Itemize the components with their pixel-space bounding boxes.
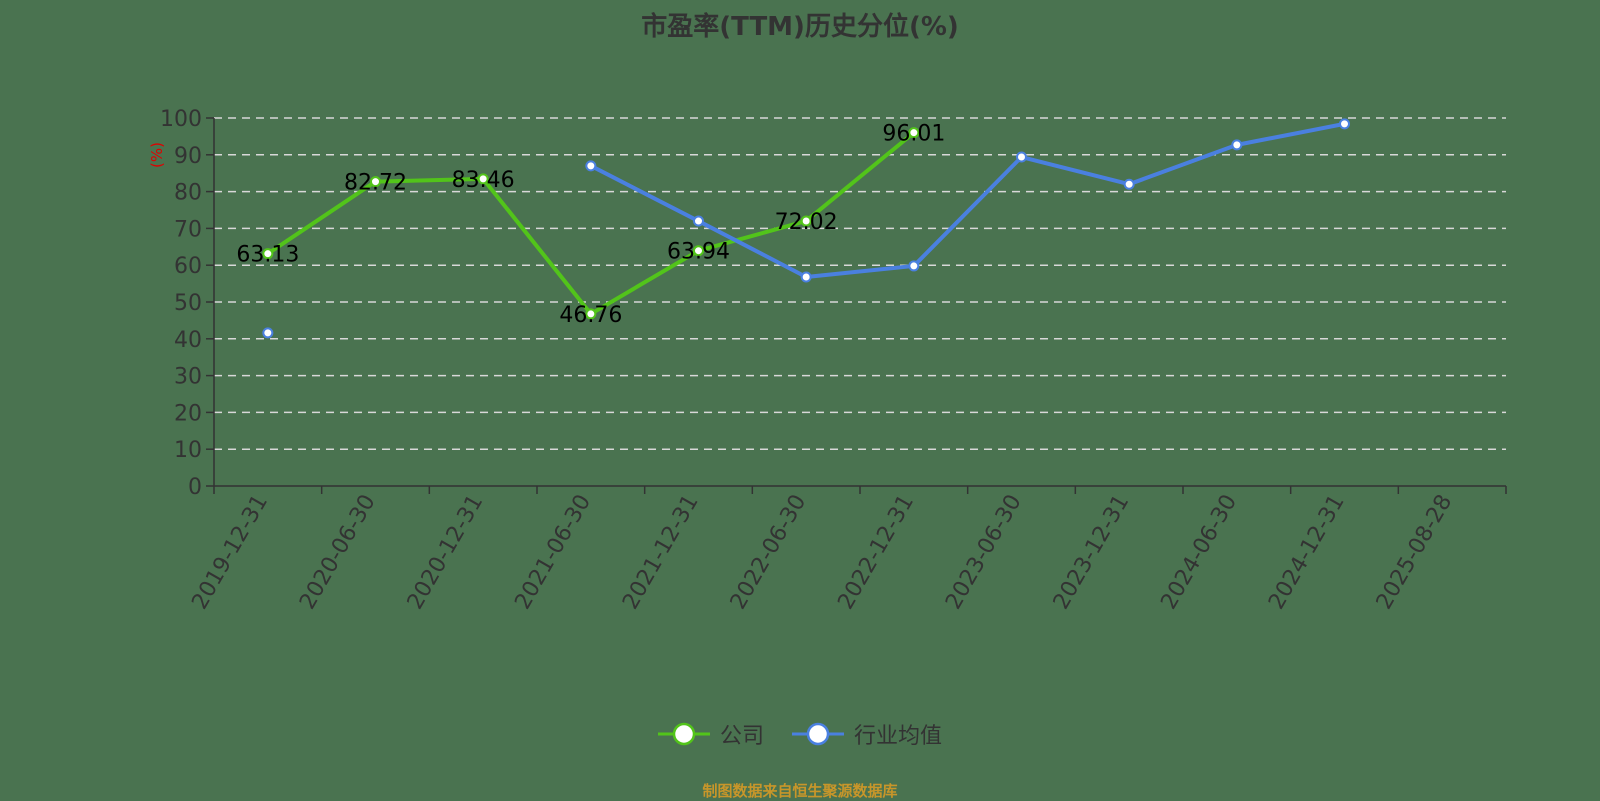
data-point[interactable] xyxy=(1231,139,1243,151)
x-tick-label: 2025-08-28 xyxy=(1372,491,1458,614)
y-tick-label: 50 xyxy=(174,291,202,316)
source-note: 制图数据来自恒生聚源数据库 xyxy=(702,782,898,800)
x-tick-label: 2019-12-31 xyxy=(187,491,273,614)
data-point[interactable] xyxy=(1123,178,1135,190)
y-tick-label: 70 xyxy=(174,217,202,242)
y-tick-label: 10 xyxy=(174,438,202,463)
data-label: 96.01 xyxy=(882,122,945,147)
y-tick-label: 80 xyxy=(174,181,202,206)
line-chart: 0 10 20 30 40 50 60 70 80 90 100 2019-12-31 2020-06-… xyxy=(148,107,1507,614)
x-tick-label: 2024-12-31 xyxy=(1264,491,1350,614)
series: 63.13 82.72 83.46 46.76 63.94 72.02 96.01 xyxy=(236,118,1350,339)
data-point[interactable] xyxy=(693,245,704,257)
y-tick-label: 90 xyxy=(174,144,202,169)
data-point[interactable] xyxy=(370,176,381,188)
data-point[interactable] xyxy=(800,215,812,227)
data-point[interactable] xyxy=(693,215,704,227)
x-tick-label: 2020-06-30 xyxy=(295,491,381,614)
data-label: 82.72 xyxy=(344,171,407,196)
y-tick-label: 100 xyxy=(160,107,202,132)
x-tick-label: 2024-06-30 xyxy=(1156,491,1242,614)
series-line xyxy=(589,121,1345,279)
data-point[interactable] xyxy=(800,271,812,283)
data-label: 46.76 xyxy=(559,303,622,328)
legend-marker-company-icon xyxy=(657,722,710,746)
legend-item-industry[interactable]: 行业均值 xyxy=(792,718,942,750)
legend: 公司 行业均值 xyxy=(0,718,1600,750)
y-tick-label: 0 xyxy=(188,475,202,500)
y-axis-label: (%) xyxy=(148,142,166,168)
data-point[interactable] xyxy=(477,173,489,185)
x-tick-label: 2022-12-31 xyxy=(833,490,919,613)
data-label: 83.46 xyxy=(452,168,515,193)
y-tick-label: 20 xyxy=(174,401,202,426)
data-point[interactable] xyxy=(585,160,597,172)
y-tick-label: 40 xyxy=(174,328,202,353)
legend-marker-industry-icon xyxy=(792,722,844,746)
x-tick-label: 2023-12-31 xyxy=(1049,491,1135,614)
grid-lines xyxy=(214,117,1506,450)
y-tick-label: 30 xyxy=(174,365,202,390)
x-tick-label: 2023-06-30 xyxy=(941,491,1027,614)
data-label: 72.02 xyxy=(775,210,838,235)
data-point[interactable] xyxy=(262,248,274,260)
x-tick-label: 2021-06-30 xyxy=(510,491,596,614)
chart-title: 市盈率(TTM)历史分位(%) xyxy=(641,12,959,42)
y-tick-label: 60 xyxy=(174,254,202,279)
data-label: 63.13 xyxy=(236,243,299,268)
data-point[interactable] xyxy=(908,260,920,272)
data-point[interactable] xyxy=(1016,151,1027,163)
x-tick-label: 2020-12-31 xyxy=(403,490,489,613)
legend-label-company: 公司 xyxy=(719,724,764,749)
x-tick-label: 2022-06-30 xyxy=(726,491,812,614)
legend-label-industry: 行业均值 xyxy=(854,724,943,749)
x-tick-label: 2021-12-31 xyxy=(618,491,704,614)
data-label: 63.94 xyxy=(667,240,730,265)
data-point[interactable] xyxy=(585,308,597,320)
legend-item-company[interactable]: 公司 xyxy=(657,718,764,750)
data-point[interactable] xyxy=(908,127,920,139)
data-point[interactable] xyxy=(262,327,274,339)
data-point[interactable] xyxy=(1339,118,1350,130)
